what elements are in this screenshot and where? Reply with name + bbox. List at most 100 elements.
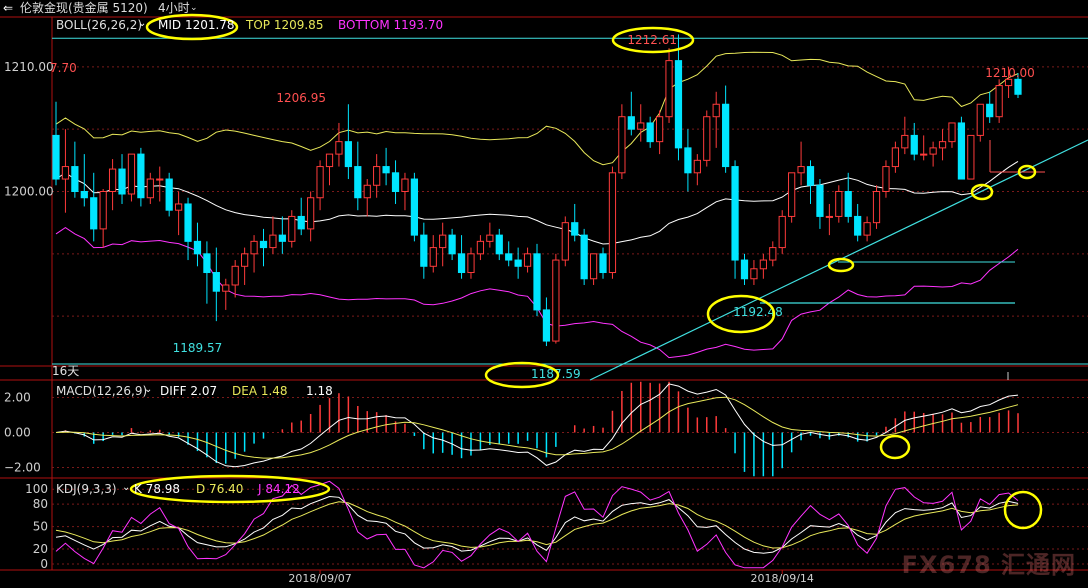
candle-body [938, 141, 947, 149]
candle-body [561, 222, 569, 261]
candle-body [646, 122, 654, 143]
candle [335, 122, 343, 167]
kdj-j-line [55, 480, 1019, 569]
candle-body [61, 166, 70, 180]
candle [429, 235, 437, 273]
macd-chevron-icon[interactable]: ⌄ [144, 384, 153, 395]
kdj-j: J 84.12 [258, 482, 300, 496]
candle [1014, 73, 1022, 99]
candle [561, 216, 569, 267]
candle-body [1014, 78, 1022, 95]
candle-body [929, 147, 937, 155]
candle-body [533, 253, 541, 311]
macd-tick-label: −2.00 [4, 461, 41, 475]
candle-body [146, 178, 154, 199]
highlight-ellipse [1017, 164, 1037, 180]
high-last-label: 1210.00 [985, 66, 1035, 80]
instrument-label[interactable]: 伦敦金现(贵金属 5120) [20, 1, 148, 15]
period-label[interactable]: 4小时 [158, 1, 190, 15]
candle [401, 172, 409, 211]
candle-body [80, 191, 88, 199]
chevron-down-icon[interactable]: ⌄ [190, 3, 198, 13]
candle [382, 147, 390, 186]
low-min-label: 1187.59 [531, 367, 581, 381]
candle-body [957, 122, 966, 180]
kdj-tick-label: 100 [25, 482, 48, 496]
date-tick-label: 2018/09/14 [751, 572, 814, 585]
macd-value: 1.18 [306, 384, 333, 398]
candle [156, 166, 164, 202]
candle [354, 141, 362, 211]
candle-body [439, 234, 447, 249]
candle [259, 228, 268, 267]
macd-tick-label: 0.00 [4, 426, 31, 440]
candle [467, 247, 475, 279]
kdj-chevron-icon[interactable]: ⌄ [122, 482, 131, 493]
low-label-2: 1192.48 [733, 305, 783, 319]
candle-body [241, 253, 249, 267]
candle [344, 104, 352, 180]
candle [514, 247, 522, 279]
candle-body [835, 191, 843, 217]
candle-body [354, 166, 362, 199]
candle [297, 197, 305, 236]
candle-body [552, 259, 560, 342]
candle-body [514, 259, 522, 267]
candle-body [882, 166, 890, 192]
candle [750, 260, 758, 285]
candle-body [250, 240, 258, 255]
candle-body [703, 116, 711, 161]
candle-body [1004, 78, 1013, 87]
candle [184, 197, 192, 261]
candle-body [844, 191, 852, 217]
candle-body [976, 103, 984, 136]
candle-body [410, 178, 419, 236]
kdj-k-line [55, 495, 1019, 554]
candle [759, 253, 767, 279]
period-label: 16天 [52, 364, 79, 378]
candle [542, 297, 551, 347]
candle-body [722, 103, 730, 168]
candle [137, 147, 145, 207]
candle-body [269, 234, 277, 249]
highlight-ellipse [1003, 490, 1043, 530]
candle [495, 228, 503, 261]
candle [731, 160, 739, 279]
boll-chevron-icon[interactable]: ⌄ [138, 18, 147, 29]
highlight-ellipse [129, 474, 331, 504]
candle-body [71, 166, 79, 192]
candle-body [391, 172, 400, 193]
back-arrow-icon[interactable]: ⇐ [3, 1, 14, 15]
candle [580, 228, 588, 285]
candle-body [750, 268, 758, 280]
candle [457, 235, 466, 279]
candle-body [948, 122, 956, 143]
macd-dea-line [55, 396, 1019, 459]
candle [52, 101, 60, 186]
candle [769, 241, 777, 267]
candle-body [769, 247, 777, 261]
candle [391, 160, 400, 204]
candle-body [52, 134, 60, 180]
candle-body [797, 166, 805, 174]
candle-body [278, 234, 286, 242]
candlesticks[interactable] [52, 34, 1022, 347]
macd-dea: DEA 1.48 [232, 384, 288, 398]
candle [288, 210, 296, 248]
candle-body [778, 215, 786, 249]
boll-mid-line [55, 160, 1019, 245]
candle-body [986, 103, 994, 118]
candle-body [854, 215, 862, 236]
kdj-panel [55, 480, 1019, 569]
candle [278, 216, 286, 254]
candle [788, 172, 796, 223]
candle-body [165, 178, 173, 211]
highlight-ellipse [706, 294, 776, 334]
candle-body [608, 172, 617, 274]
candle-body [580, 234, 588, 280]
candle [1004, 66, 1013, 99]
candle [854, 203, 862, 242]
candle-body [457, 253, 466, 274]
